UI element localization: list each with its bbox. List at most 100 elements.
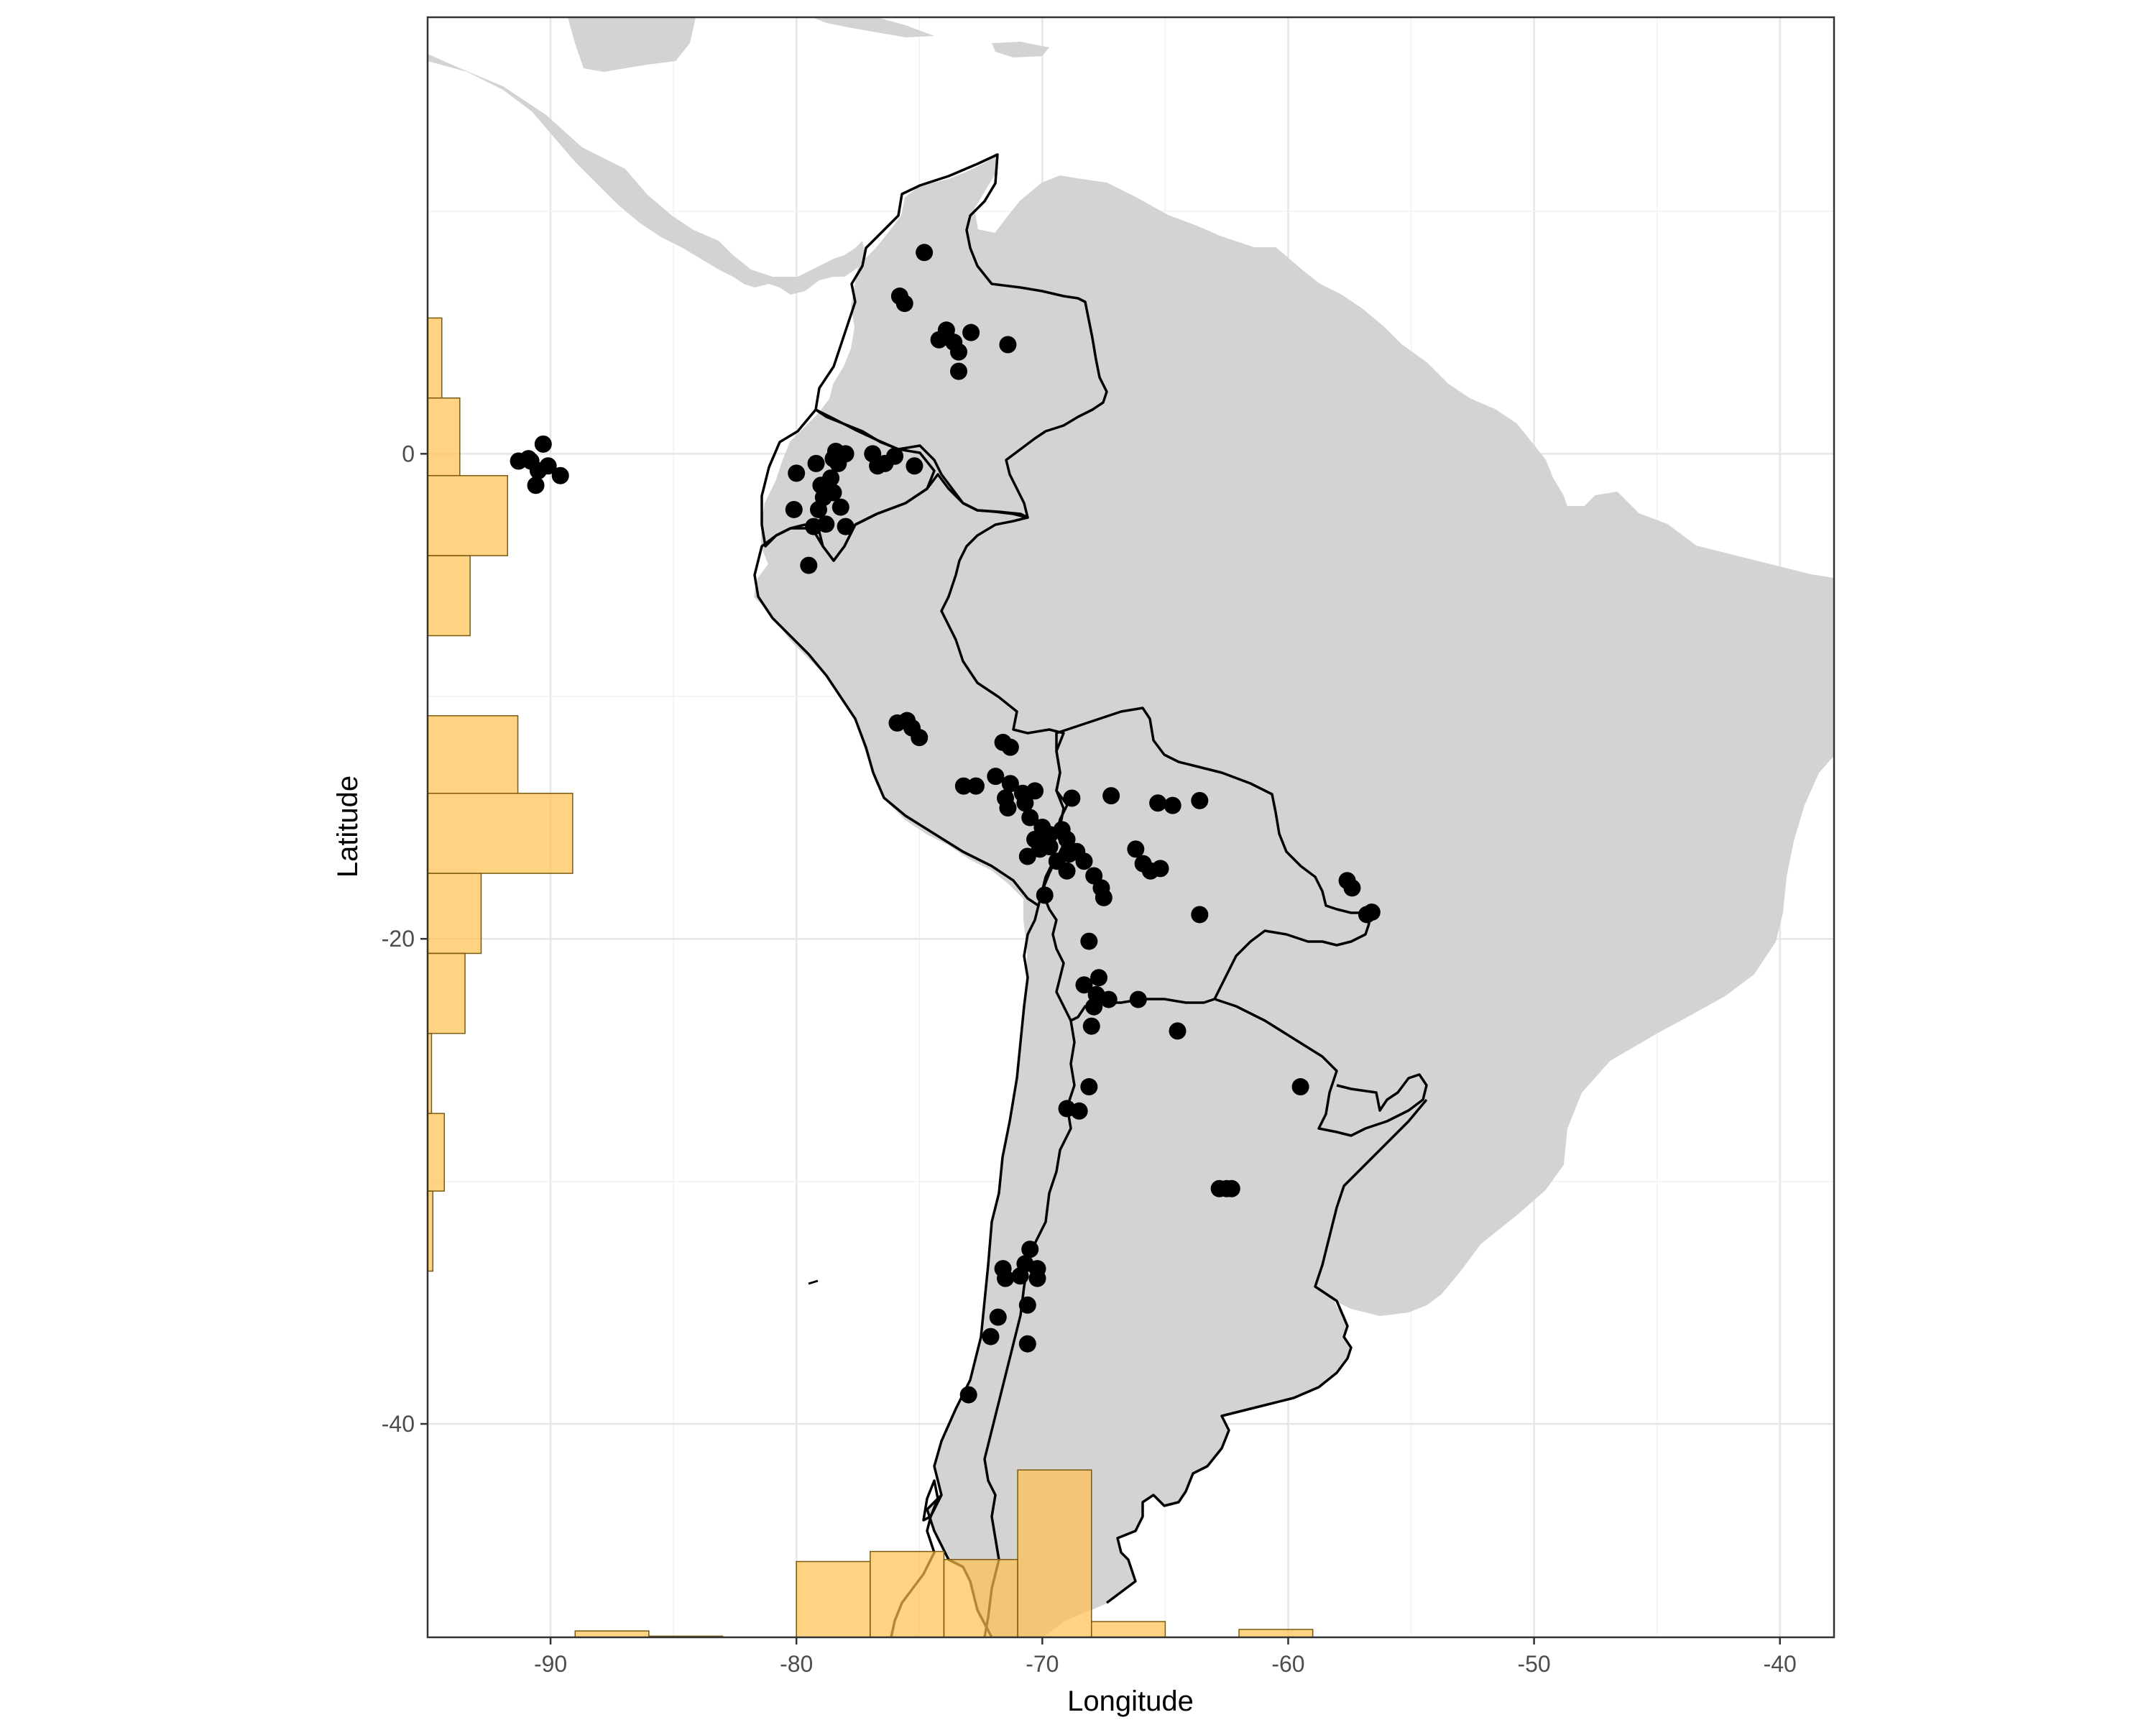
occurrence-point [1090, 969, 1108, 987]
occurrence-point [527, 477, 545, 494]
occurrence-point [785, 500, 803, 518]
occurrence-point [1100, 990, 1118, 1008]
yucatan-landmass [568, 17, 696, 72]
occurrence-point [1191, 791, 1209, 809]
occurrence-point [1018, 1335, 1036, 1353]
occurrence-point [1102, 787, 1120, 805]
x-tick-label: -50 [1517, 1651, 1550, 1677]
longitude-histogram-bar [1238, 1629, 1314, 1637]
longitude-histogram-bar [1017, 1469, 1092, 1637]
bolivia-border [1041, 707, 1370, 1022]
occurrence-point [999, 799, 1017, 817]
occurrence-point [1058, 862, 1076, 880]
occurrence-point [1191, 906, 1209, 924]
occurrence-point [1063, 789, 1081, 807]
occurrence-point [1058, 830, 1076, 848]
occurrence-point [1080, 1078, 1098, 1096]
occurrence-point [1021, 1241, 1039, 1259]
occurrence-point [1082, 1017, 1100, 1035]
occurrence-point [520, 450, 538, 468]
latitude-histogram-bar [428, 793, 573, 874]
latitude-histogram-bar [428, 1113, 445, 1192]
occurrence-point [1222, 1179, 1240, 1197]
occurrence-point [1021, 809, 1039, 827]
occurrence-points [510, 244, 1381, 1404]
y-tick-label: -40 [382, 1411, 415, 1437]
occurrence-point [930, 331, 948, 349]
occurrence-point [1070, 1102, 1088, 1120]
occurrence-point [1080, 932, 1098, 950]
latitude-histogram-bar [428, 1190, 434, 1272]
occurrence-point [539, 457, 557, 475]
x-tick-label: -80 [780, 1651, 813, 1677]
occurrence-point [1151, 860, 1169, 878]
occurrence-point [551, 466, 569, 484]
occurrence-point [997, 1269, 1015, 1287]
occurrence-point [837, 518, 854, 535]
latitude-histogram-bar [428, 397, 461, 477]
argentina-east-coast [1105, 1098, 1428, 1604]
occurrence-point [886, 447, 904, 465]
small-island [808, 1279, 819, 1285]
longitude-histogram-bar [1091, 1621, 1166, 1637]
occurrence-point [831, 498, 849, 516]
occurrence-point [911, 729, 929, 747]
occurrence-point [805, 518, 823, 535]
occurrence-point [1001, 775, 1019, 793]
occurrence-point [1291, 1078, 1309, 1096]
x-tick-label: -60 [1271, 1651, 1304, 1677]
occurrence-point [869, 457, 887, 475]
occurrence-point [1169, 1022, 1187, 1040]
occurrence-point [1127, 840, 1145, 858]
occurrence-point [824, 484, 842, 502]
occurrence-point [916, 244, 934, 262]
occurrence-point [950, 343, 968, 361]
occurrence-point [534, 435, 552, 453]
occurrence-point [962, 323, 980, 341]
occurrence-point [895, 295, 913, 313]
occurrence-point [1075, 976, 1093, 994]
chiloe-island [922, 1479, 939, 1522]
y-tick-label: -20 [382, 926, 415, 952]
occurrence-point [1075, 852, 1093, 870]
occurrence-point [967, 777, 985, 795]
chile-border [926, 905, 1040, 1637]
latitude-histogram-bar [428, 317, 443, 399]
occurrence-point [999, 336, 1017, 354]
occurrence-point [1129, 990, 1147, 1008]
y-axis-title: Latitude [332, 776, 364, 878]
occurrence-point [1001, 738, 1019, 756]
occurrence-point [989, 1308, 1007, 1326]
x-tick-label: -90 [534, 1651, 567, 1677]
occurrence-point [1164, 796, 1181, 814]
occurrence-point [1018, 847, 1036, 865]
occurrence-point [1363, 903, 1381, 921]
occurrence-point [1149, 794, 1167, 812]
central-america-landmass [428, 17, 866, 295]
occurrence-point [809, 500, 827, 518]
hispaniola-island [992, 42, 1049, 58]
x-axis: -90 -80 -70 -60 -50 -40 [534, 1637, 1797, 1677]
x-tick-label: -70 [1026, 1651, 1059, 1677]
occurrence-point [950, 362, 968, 380]
y-tick-label: 0 [402, 441, 415, 466]
occurrence-point [1026, 782, 1044, 800]
latitude-histogram [428, 317, 573, 1272]
panel-border [426, 16, 1835, 1639]
occurrence-point [982, 1328, 1000, 1346]
latitude-histogram-bar [428, 952, 466, 1034]
longitude-histogram-bar [943, 1558, 1018, 1637]
occurrence-point [987, 768, 1005, 786]
latitude-histogram-bar [428, 715, 519, 794]
x-tick-label: -40 [1764, 1651, 1797, 1677]
occurrence-point [1028, 1269, 1046, 1287]
occurrence-point [807, 454, 825, 472]
occurrence-point [906, 457, 923, 475]
latitude-histogram-bar [428, 873, 482, 954]
occurrence-point [788, 464, 806, 482]
occurrence-point [1018, 1296, 1036, 1314]
peru-border [753, 473, 1069, 907]
occurrence-point [800, 556, 818, 574]
longitude-histogram-bar [870, 1550, 945, 1637]
